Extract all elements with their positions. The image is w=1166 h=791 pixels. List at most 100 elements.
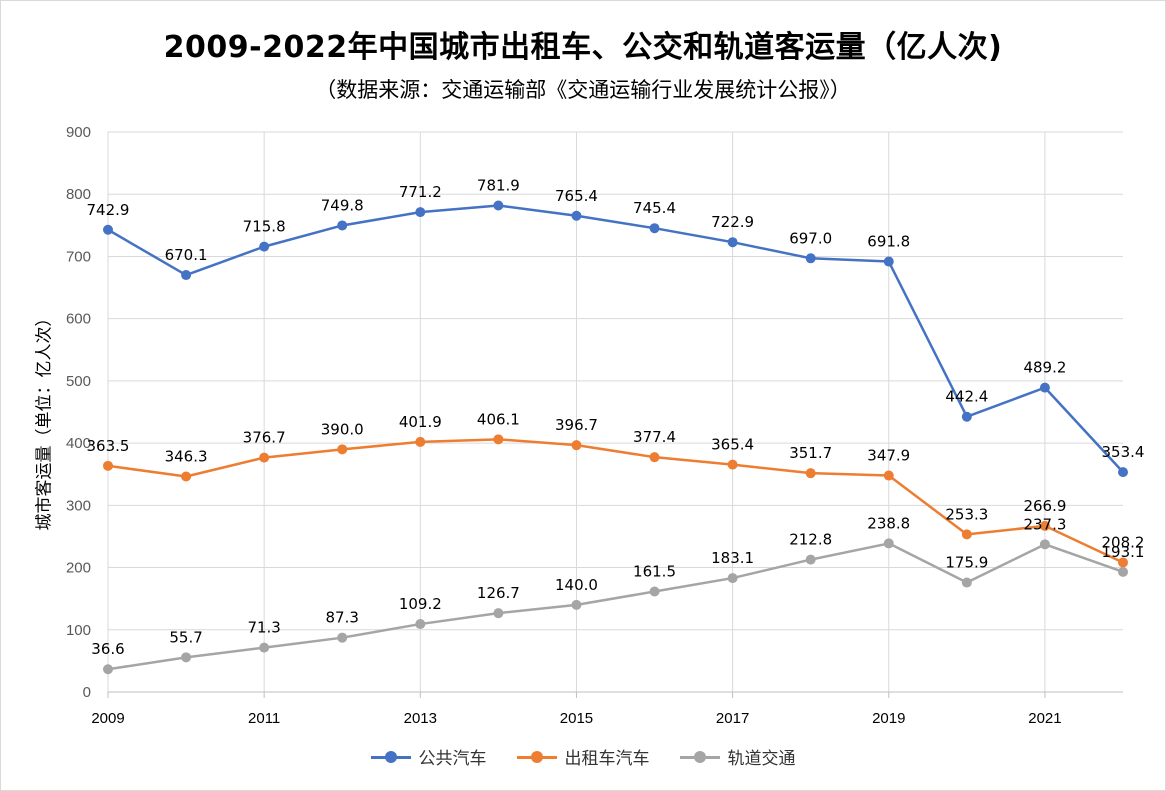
data-label: 253.3 xyxy=(945,505,988,523)
legend-item: 公共汽车 xyxy=(370,744,487,769)
data-label: 670.1 xyxy=(165,246,208,264)
data-label: 365.4 xyxy=(711,436,754,454)
data-point xyxy=(181,471,192,482)
legend-item: 出租车汽车 xyxy=(516,744,650,769)
data-labels: 742.9 670.1 715.8 749.8 771.2 781.9 765.4 745.4… xyxy=(87,176,1145,658)
legend-swatch xyxy=(679,750,720,763)
data-point xyxy=(649,452,660,463)
data-label: 237.3 xyxy=(1023,515,1066,533)
series-points xyxy=(103,200,1128,675)
x-tick-label: 2021 xyxy=(1028,710,1061,727)
data-point xyxy=(103,224,113,235)
data-label: 87.3 xyxy=(326,609,359,627)
y-tick-label: 800 xyxy=(66,186,91,203)
data-point xyxy=(571,440,582,451)
data-point xyxy=(805,554,816,565)
y-tick-label: 600 xyxy=(66,311,91,328)
data-label: 691.8 xyxy=(867,233,910,251)
data-label: 363.5 xyxy=(87,437,130,455)
data-label: 266.9 xyxy=(1023,497,1066,515)
data-label: 353.4 xyxy=(1102,443,1145,461)
data-label: 212.8 xyxy=(789,531,832,549)
legend-swatch xyxy=(516,750,557,763)
data-point xyxy=(571,599,582,610)
x-tick-label: 2015 xyxy=(560,710,593,727)
y-tick-label: 700 xyxy=(66,248,91,265)
chart-title: 2009-2022年中国城市出租车、公交和轨道客运量（亿人次) xyxy=(163,30,1003,65)
data-point xyxy=(181,652,192,663)
data-label: 183.1 xyxy=(711,549,754,567)
data-point xyxy=(961,577,972,588)
x-tick-label: 2009 xyxy=(91,710,124,727)
data-label: 351.7 xyxy=(789,444,832,462)
legend-label: 轨道交通 xyxy=(727,749,796,769)
data-point xyxy=(493,608,504,619)
data-label: 742.9 xyxy=(87,201,130,219)
data-point xyxy=(961,411,972,422)
data-label: 208.2 xyxy=(1102,533,1145,551)
data-point xyxy=(883,256,894,267)
x-tick-label: 2017 xyxy=(716,710,749,727)
data-point xyxy=(259,241,270,252)
legend-item: 轨道交通 xyxy=(679,744,796,769)
data-label: 376.7 xyxy=(243,429,286,447)
data-point xyxy=(415,619,426,630)
series-lines xyxy=(107,204,1124,671)
data-label: 765.4 xyxy=(555,187,598,205)
data-point xyxy=(337,220,348,231)
gridlines xyxy=(107,131,1123,698)
data-point xyxy=(181,270,192,281)
data-label: 489.2 xyxy=(1023,359,1066,377)
data-point xyxy=(259,452,270,463)
data-point xyxy=(727,573,738,584)
series-line-1 xyxy=(107,438,1124,564)
data-point xyxy=(415,436,426,447)
y-tick-label: 300 xyxy=(66,497,91,514)
data-label: 771.2 xyxy=(399,183,442,201)
data-label: 396.7 xyxy=(555,416,598,434)
data-label: 722.9 xyxy=(711,213,754,231)
x-tick-label: 2019 xyxy=(872,710,905,727)
data-label: 406.1 xyxy=(477,410,520,428)
data-point xyxy=(415,207,426,218)
data-label: 715.8 xyxy=(243,218,286,236)
data-label: 71.3 xyxy=(247,619,280,637)
data-label: 347.9 xyxy=(867,447,910,465)
y-tick-label: 900 xyxy=(66,124,91,141)
data-point xyxy=(1118,566,1128,577)
x-tick-label: 2013 xyxy=(404,710,437,727)
data-point xyxy=(883,538,894,549)
data-point xyxy=(805,253,816,264)
legend-marker xyxy=(384,750,397,763)
legend-marker xyxy=(693,750,706,763)
y-tick-label: 0 xyxy=(83,684,91,701)
y-tick-label: 400 xyxy=(66,435,91,452)
legend-marker xyxy=(530,750,543,763)
data-point xyxy=(103,664,113,675)
data-label: 745.4 xyxy=(633,199,676,217)
data-label: 140.0 xyxy=(555,576,598,594)
data-point xyxy=(1118,467,1128,478)
data-point xyxy=(727,459,738,470)
data-label: 346.3 xyxy=(165,448,208,466)
data-point xyxy=(571,210,582,221)
data-label: 193.1 xyxy=(1102,543,1145,561)
data-point xyxy=(259,642,270,653)
data-label: 36.6 xyxy=(91,640,124,658)
data-point xyxy=(649,223,660,234)
series-line-2 xyxy=(107,542,1124,671)
data-label: 749.8 xyxy=(321,196,364,214)
data-point xyxy=(493,434,504,445)
legend: 公共汽车 出租车汽车 轨道交通 xyxy=(0,744,1166,769)
x-axis-ticks: 2009 2011 2013 2015 2017 2019 2021 xyxy=(91,710,1061,727)
data-label: 55.7 xyxy=(169,628,202,646)
data-label: 161.5 xyxy=(633,563,676,581)
data-label: 401.9 xyxy=(399,413,442,431)
legend-label: 出租车汽车 xyxy=(564,749,650,769)
y-tick-label: 200 xyxy=(66,560,91,577)
data-point xyxy=(883,470,894,481)
data-point xyxy=(961,529,972,540)
data-label: 126.7 xyxy=(477,584,520,602)
data-point xyxy=(1039,520,1050,531)
